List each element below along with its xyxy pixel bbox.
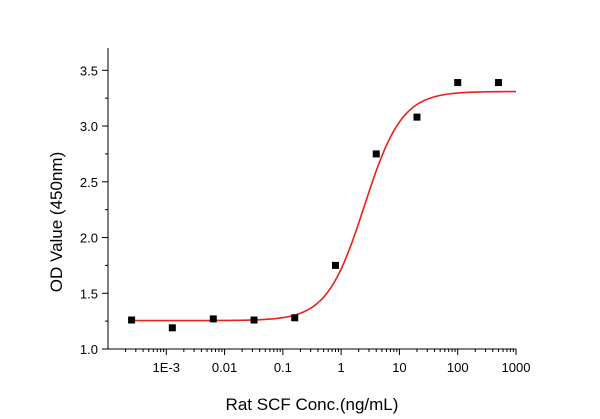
x-axis-title: Rat SCF Conc.(ng/mL) [226, 395, 399, 414]
data-point [454, 79, 462, 87]
data-point [331, 261, 339, 269]
data-point [372, 150, 380, 158]
x-tick-label: 100 [447, 360, 469, 375]
x-tick-label: 10 [392, 360, 406, 375]
y-tick-label: 1.5 [80, 286, 98, 301]
data-point [494, 79, 502, 87]
data-point [209, 315, 217, 323]
data-point [168, 324, 176, 332]
data-point [128, 316, 136, 324]
x-tick-label: 0.1 [274, 360, 292, 375]
y-axis-title: OD Value (450nm) [47, 152, 66, 292]
x-tick-label: 1 [338, 360, 345, 375]
y-tick-label: 3.5 [80, 63, 98, 78]
x-tick-label: 1000 [502, 360, 531, 375]
data-points-layer [128, 79, 502, 332]
y-tick-label: 3.0 [80, 119, 98, 134]
y-tick-label: 2.5 [80, 175, 98, 190]
x-tick-label: 1E-3 [153, 360, 180, 375]
data-point [291, 314, 299, 322]
data-point [250, 316, 258, 324]
data-point [413, 113, 421, 121]
y-tick-label: 1.0 [80, 342, 98, 357]
y-tick-label: 2.0 [80, 231, 98, 246]
x-tick-label: 0.01 [212, 360, 237, 375]
fit-curve-layer [131, 90, 517, 322]
ticks: 1E-3 0.01 0.1 1 10 100 1000 1.0 1.5 2.0 2.5 3.0 3.5 [80, 63, 531, 375]
fit-curve [131, 90, 517, 322]
